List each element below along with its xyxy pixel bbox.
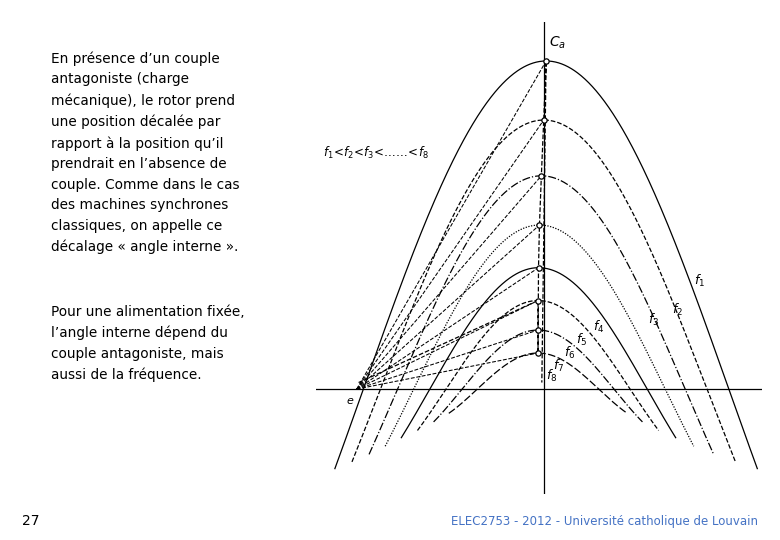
Text: e: e xyxy=(346,396,353,406)
Text: $f_{1}$: $f_{1}$ xyxy=(693,273,705,289)
Text: $C_a$: $C_a$ xyxy=(549,35,566,51)
Text: $f_{4}$: $f_{4}$ xyxy=(593,319,604,335)
Text: Pour une alimentation fixée,
l’angle interne dépend du
couple antagoniste, mais
: Pour une alimentation fixée, l’angle int… xyxy=(51,305,244,382)
Text: $f_1\!<\!f_2\!<\!f_3\!<\!\ldots\ldots\!<\!f_8$: $f_1\!<\!f_2\!<\!f_3\!<\!\ldots\ldots\!<… xyxy=(324,145,429,161)
Text: $f_{5}$: $f_{5}$ xyxy=(576,332,587,348)
Text: En présence d’un couple
antagoniste (charge
mécanique), le rotor prend
une posit: En présence d’un couple antagoniste (cha… xyxy=(51,51,239,254)
Text: ELEC2753 - 2012 - Université catholique de Louvain: ELEC2753 - 2012 - Université catholique … xyxy=(451,515,758,528)
Text: $f_{6}$: $f_{6}$ xyxy=(564,345,575,361)
Text: 27: 27 xyxy=(22,514,39,528)
Text: $f_{8}$: $f_{8}$ xyxy=(546,368,557,384)
Text: $f_{3}$: $f_{3}$ xyxy=(648,312,659,328)
Text: $f_{2}$: $f_{2}$ xyxy=(672,302,682,319)
Text: $f_{7}$: $f_{7}$ xyxy=(553,358,565,374)
